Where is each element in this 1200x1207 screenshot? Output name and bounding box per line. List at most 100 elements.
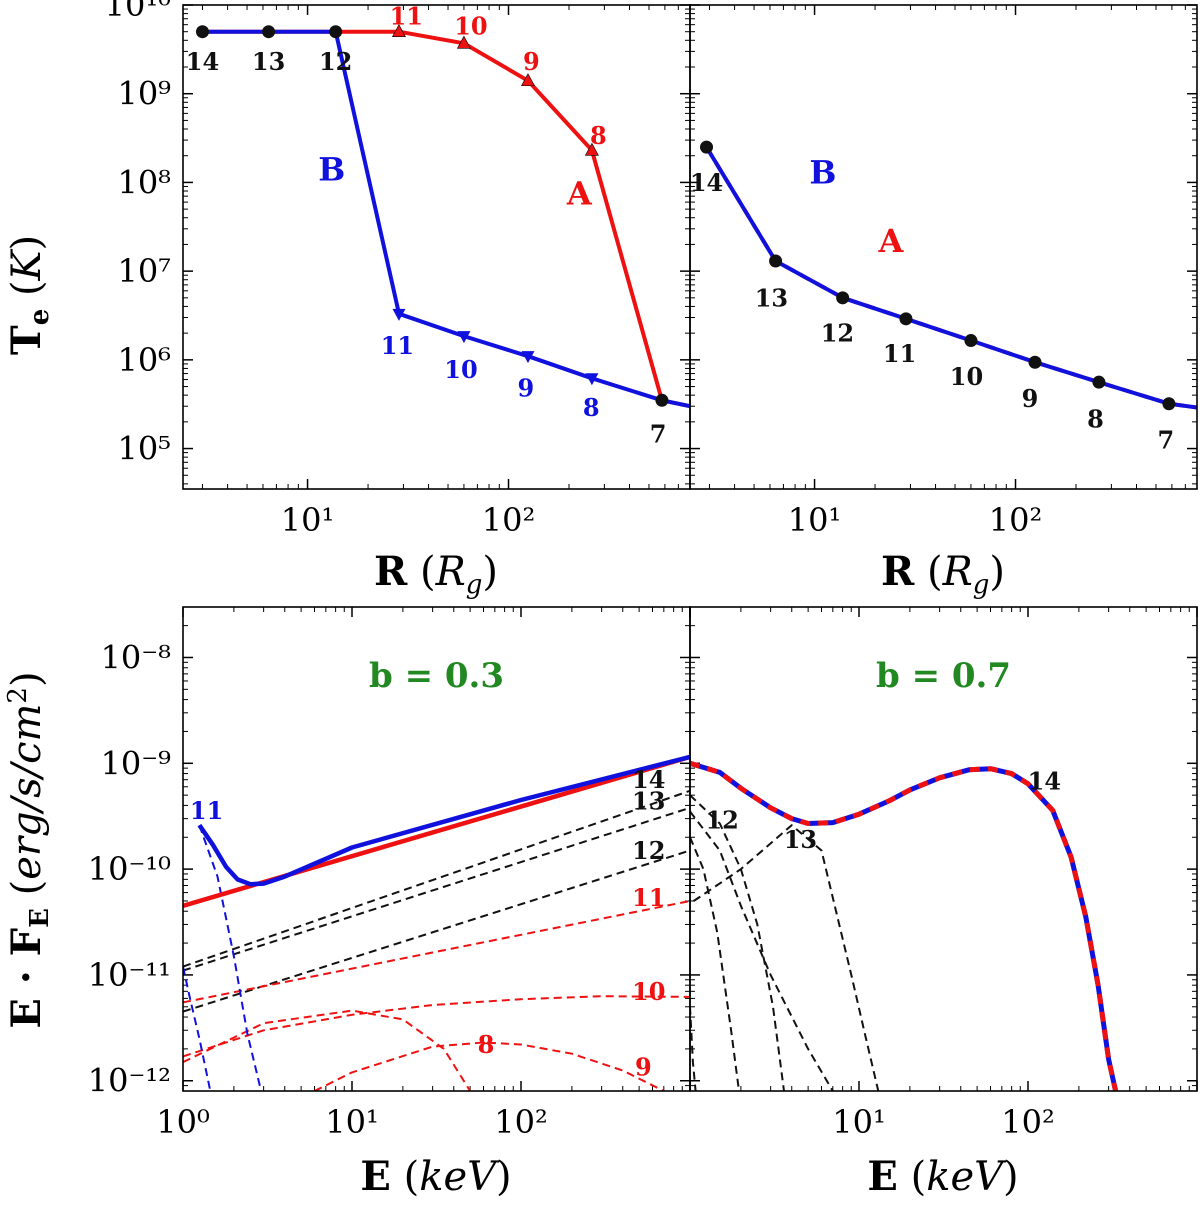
marker-circle bbox=[700, 140, 714, 154]
marker-triangle-down bbox=[521, 351, 535, 364]
annotation-label: A bbox=[878, 222, 905, 260]
y-tick-label: 10⁹ bbox=[117, 75, 171, 113]
y-tick-label: 10¹⁰ bbox=[105, 0, 171, 24]
annotation-label: 14 bbox=[1028, 767, 1061, 796]
annotation-label: B bbox=[809, 153, 836, 191]
annotation-label: 13 bbox=[632, 787, 665, 816]
annotation-label: 12 bbox=[319, 47, 352, 76]
axis-ticks-top-right bbox=[690, 4, 1198, 489]
x-tick-label: 10² bbox=[989, 501, 1043, 539]
x-axis-label-bottom-left: E (keV) bbox=[360, 1153, 511, 1200]
marker-circle bbox=[329, 25, 343, 39]
annotation-label: 7 bbox=[650, 420, 667, 449]
panel-top-left: 10¹ 10² 10⁵ 10⁶ 10⁷ 10⁸ 10⁹ 10¹⁰ 14 13 12 11 10 9 8 B A 1… bbox=[105, 0, 691, 539]
series-total-a bbox=[690, 760, 1119, 1091]
annotation-label: 11 bbox=[381, 331, 414, 360]
annotation-label: 8 bbox=[583, 393, 600, 422]
series-ring-14 bbox=[690, 810, 834, 1091]
x-axis-label-top-right: R (Rg) bbox=[881, 548, 1005, 600]
x-tick-label: 10¹ bbox=[832, 1103, 886, 1141]
x-tick-label: 10² bbox=[482, 501, 536, 539]
panel-title: b = 0.3 bbox=[369, 656, 504, 696]
annotation-label: 10 bbox=[454, 11, 487, 40]
panel-bottom-right: 10¹ 10² b = 0.7 12 13 14 bbox=[689, 606, 1198, 1141]
series-a bbox=[202, 29, 690, 409]
series-ring-13 bbox=[183, 806, 690, 972]
x-tick-label: 10² bbox=[494, 1103, 548, 1141]
annotation-label: 8 bbox=[590, 121, 607, 150]
marker-triangle-down bbox=[457, 331, 471, 344]
marker-circle bbox=[195, 25, 209, 39]
series-total-b bbox=[197, 754, 690, 887]
annotation-label: 12 bbox=[705, 806, 738, 835]
y-tick-label: 10⁻¹¹ bbox=[88, 956, 171, 994]
series-ring-11-b- bbox=[198, 824, 263, 1091]
annotation-label: 13 bbox=[784, 825, 817, 854]
marker-circle bbox=[1028, 355, 1042, 369]
series-group-bottom-right bbox=[690, 760, 1119, 1091]
axis-ticks-top-left bbox=[183, 4, 691, 489]
annotation-label: 11 bbox=[883, 339, 916, 368]
marker-circle bbox=[964, 334, 978, 348]
annotation-label: 12 bbox=[821, 319, 854, 348]
y-label-T: T bbox=[3, 325, 50, 355]
series-ring-12 bbox=[183, 849, 690, 1013]
annotation-label: 14 bbox=[690, 168, 723, 197]
x-tick-label: 10¹ bbox=[325, 1103, 379, 1141]
y-tick-label: 10⁸ bbox=[117, 163, 171, 201]
marker-triangle-down bbox=[392, 308, 406, 321]
annotation-label: 10 bbox=[444, 355, 477, 384]
x-tick-label: 10¹ bbox=[788, 501, 842, 539]
annotation-label: 13 bbox=[755, 283, 788, 312]
y-tick-label: 10⁻¹² bbox=[88, 1062, 171, 1100]
panel-top-right: 10¹ 10² 14 B A 13 12 11 10 9 8 7 bbox=[689, 4, 1198, 539]
annotation-label: A bbox=[566, 175, 593, 213]
annotation-label: 11 bbox=[632, 883, 665, 912]
series-b bbox=[202, 29, 690, 409]
marker-circle bbox=[769, 254, 783, 268]
y-tick-label: 10⁵ bbox=[117, 430, 171, 468]
y-tick-label: 10⁻⁸ bbox=[101, 638, 171, 676]
series-ring-11 bbox=[183, 900, 690, 1004]
y-tick-label: 10⁶ bbox=[117, 341, 171, 379]
annotation-label: 14 bbox=[632, 765, 665, 794]
series-ring-13 bbox=[690, 794, 785, 1091]
axis-ticks-bottom-right bbox=[689, 607, 1198, 1092]
annotation-label: 9 bbox=[1022, 384, 1039, 413]
series-ring-9 bbox=[314, 1041, 665, 1091]
series-ring-8 bbox=[183, 1009, 471, 1091]
y-label-close: ) bbox=[4, 235, 50, 251]
series-ring-11 bbox=[690, 1006, 697, 1091]
marker-triangle-up bbox=[391, 24, 406, 38]
marker-triangle-down bbox=[585, 373, 599, 386]
y-label-unit: ( bbox=[4, 280, 50, 308]
annotation-label: 7 bbox=[1158, 425, 1175, 454]
panel-bottom-left: 10⁰ 10¹ 10² 10⁻¹² 10⁻¹¹ 10⁻¹⁰ 10⁻⁹ 10⁻⁸ b = 0.3 1… bbox=[88, 606, 691, 1141]
y-tick-label: 10⁷ bbox=[117, 252, 171, 290]
y-tick-label: 10⁻¹⁰ bbox=[88, 850, 171, 888]
series-group-top-left bbox=[202, 29, 690, 409]
x-tick-label: 10⁰ bbox=[156, 1103, 210, 1141]
series-hot-component bbox=[693, 824, 880, 1091]
annotation-label: B bbox=[318, 150, 345, 188]
marker-circle bbox=[836, 291, 850, 305]
marker-circle bbox=[655, 393, 669, 407]
marker-circle bbox=[1092, 375, 1106, 389]
y-tick-label: 10⁻⁹ bbox=[101, 744, 172, 782]
annotation-label: 12 bbox=[632, 836, 665, 865]
annotation-label: 8 bbox=[1087, 405, 1104, 434]
x-tick-label: 10² bbox=[1001, 1103, 1055, 1141]
series-ring-12-b- bbox=[183, 966, 212, 1091]
series-ring-10 bbox=[183, 995, 690, 1058]
y-axis-label-top-left: Te (K) bbox=[3, 235, 55, 355]
marker-circle bbox=[262, 25, 276, 39]
marker-triangle-up bbox=[456, 35, 471, 49]
axes-frame-top-left bbox=[182, 4, 691, 490]
annotation-label: 9 bbox=[635, 1052, 652, 1081]
annotation-label: 13 bbox=[252, 47, 285, 76]
annotation-label: 9 bbox=[518, 374, 535, 403]
axes-frame-top-right bbox=[689, 4, 1198, 490]
annotation-label: 11 bbox=[190, 796, 223, 825]
x-tick-label: 10¹ bbox=[281, 501, 335, 539]
annotation-label: 14 bbox=[186, 47, 219, 76]
